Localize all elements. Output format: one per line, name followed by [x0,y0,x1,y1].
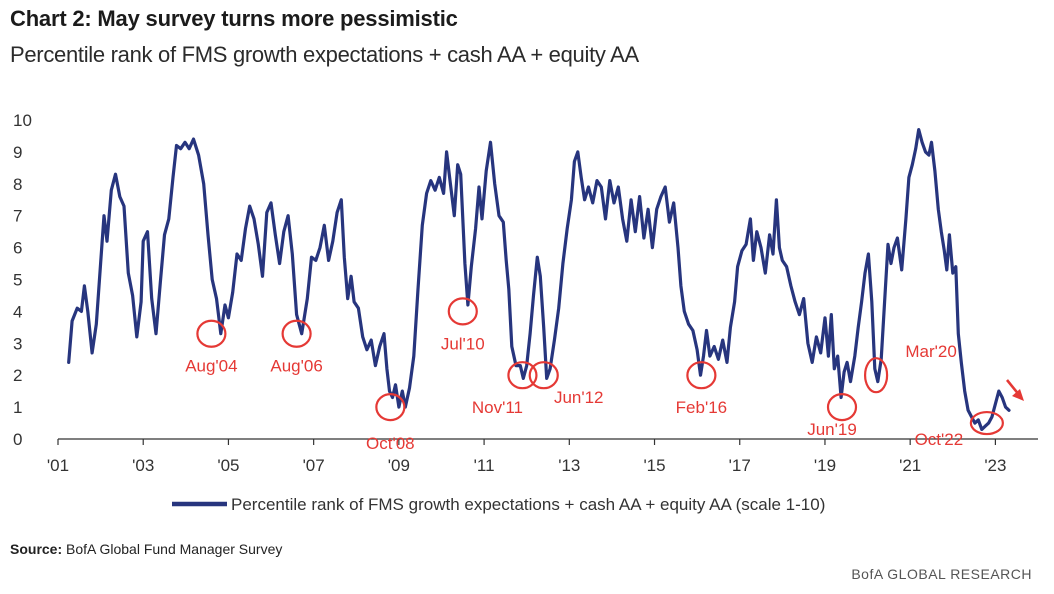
annotation-circle [375,393,406,422]
annotation-label: Mar'20 [905,342,956,361]
x-tick-label: '13 [558,456,580,475]
legend-label: Percentile rank of FMS growth expectatio… [231,495,825,514]
y-tick-label: 6 [13,239,22,258]
y-tick-label: 5 [13,271,22,290]
source-text: BofA Global Fund Manager Survey [66,541,283,557]
x-tick-label: '19 [814,456,836,475]
annotation-label: Feb'16 [676,398,727,417]
y-tick-label: 0 [13,430,22,449]
annotation-label: Jun'12 [554,388,604,407]
x-tick-label: '07 [303,456,325,475]
x-tick-label: '17 [729,456,751,475]
annotation-circle [281,319,312,348]
chart-subtitle: Percentile rank of FMS growth expectatio… [10,42,639,67]
annotation-label: Oct'08 [366,434,415,453]
x-tick-label: '05 [217,456,239,475]
x-tick-label: '21 [899,456,921,475]
y-tick-label: 9 [13,143,22,162]
x-axis-ticks: '01 '03 '05 '07 '09 '11 '13 '15 '17 '19 '21 '23 [47,439,1006,475]
y-tick-label: 7 [13,207,22,226]
annotation-label: Jul'10 [441,334,485,353]
annotation-circle [528,361,559,390]
x-tick-label: '11 [474,456,495,475]
y-axis-ticks: 0 1 2 3 4 5 6 7 8 9 10 [13,111,32,449]
trend-arrow [1005,379,1024,401]
y-tick-label: 3 [13,334,22,353]
annotation-circle [863,357,889,394]
legend: Percentile rank of FMS growth expectatio… [172,495,825,514]
source-label: Source: [10,541,63,557]
y-tick-label: 1 [13,398,22,417]
x-tick-label: '09 [388,456,410,475]
y-tick-label: 8 [13,175,22,194]
annotation-label: Oct'22 [915,430,964,449]
annotations: Aug'04 Aug'06 Oct'08 Jul'10 Nov'11 Jun'12 Feb'… [185,297,1004,453]
x-tick-label: '01 [47,456,69,475]
x-tick-label: '03 [132,456,154,475]
annotation-circle [686,361,717,390]
y-tick-label: 4 [13,302,22,321]
y-tick-label: 10 [13,111,32,130]
annotation-circle [447,297,478,326]
annotation-label: Jun'19 [807,420,857,439]
annotation-circle [826,393,858,422]
annotation-label: Nov'11 [472,398,523,417]
source-note: Source: BofA Global Fund Manager Survey [10,541,282,557]
annotation-circle [969,410,1004,436]
chart-title: Chart 2: May survey turns more pessimist… [10,6,458,31]
x-tick-label: '23 [984,456,1006,475]
annotation-circle [507,361,538,390]
y-tick-label: 2 [13,366,22,385]
x-tick-label: '15 [643,456,665,475]
annotation-label: Aug'06 [270,357,322,376]
annotation-label: Aug'04 [185,357,237,376]
annotation-circle [196,319,227,348]
brand-label: BofA GLOBAL RESEARCH [851,566,1032,582]
